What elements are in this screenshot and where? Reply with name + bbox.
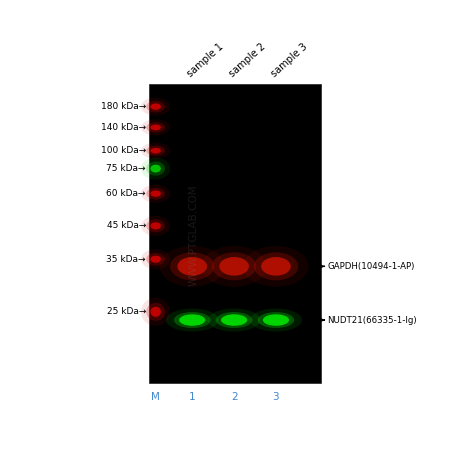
Text: 2: 2 — [231, 392, 238, 402]
Ellipse shape — [202, 246, 267, 287]
Ellipse shape — [160, 246, 225, 287]
Ellipse shape — [150, 256, 161, 263]
Ellipse shape — [146, 161, 165, 176]
Ellipse shape — [146, 188, 165, 199]
Ellipse shape — [141, 298, 170, 326]
Text: 100 kDa→: 100 kDa→ — [101, 146, 146, 155]
Text: NUDT21(66335-1-Ig): NUDT21(66335-1-Ig) — [327, 316, 417, 325]
Ellipse shape — [146, 101, 165, 113]
Text: 35 kDa→: 35 kDa→ — [106, 255, 146, 264]
Ellipse shape — [141, 143, 170, 159]
FancyBboxPatch shape — [148, 85, 321, 384]
Text: M: M — [151, 392, 160, 402]
Text: 45 kDa→: 45 kDa→ — [107, 221, 146, 230]
Text: 75 kDa→: 75 kDa→ — [106, 164, 146, 173]
Text: 1: 1 — [189, 392, 196, 402]
Ellipse shape — [150, 148, 161, 153]
Text: 140 kDa→: 140 kDa→ — [101, 123, 146, 132]
Ellipse shape — [177, 257, 207, 276]
Ellipse shape — [216, 312, 252, 328]
Text: sample 1: sample 1 — [185, 41, 225, 79]
Ellipse shape — [141, 158, 170, 179]
Ellipse shape — [179, 314, 205, 326]
Text: 180 kDa→: 180 kDa→ — [101, 102, 146, 111]
Ellipse shape — [150, 125, 161, 130]
Ellipse shape — [150, 191, 161, 197]
Ellipse shape — [250, 309, 302, 332]
Ellipse shape — [141, 185, 170, 203]
Ellipse shape — [261, 257, 291, 276]
Ellipse shape — [208, 309, 260, 332]
Ellipse shape — [146, 253, 165, 266]
Ellipse shape — [150, 307, 161, 317]
Text: sample 2: sample 2 — [227, 41, 268, 79]
Ellipse shape — [219, 257, 249, 276]
Ellipse shape — [174, 312, 211, 328]
Text: sample 3: sample 3 — [269, 41, 309, 79]
Ellipse shape — [146, 303, 165, 321]
Ellipse shape — [141, 249, 170, 269]
Ellipse shape — [150, 222, 161, 229]
Text: 25 kDa→: 25 kDa→ — [107, 307, 146, 316]
Ellipse shape — [150, 165, 161, 173]
Text: WWW.PTGLAB.COM: WWW.PTGLAB.COM — [189, 184, 199, 286]
Text: GAPDH(10494-1-AP): GAPDH(10494-1-AP) — [327, 262, 414, 271]
Ellipse shape — [212, 252, 256, 280]
Ellipse shape — [263, 314, 289, 326]
Text: 3: 3 — [273, 392, 279, 402]
Ellipse shape — [141, 216, 170, 236]
Ellipse shape — [166, 309, 218, 332]
Ellipse shape — [141, 98, 170, 116]
Ellipse shape — [146, 122, 165, 133]
Ellipse shape — [146, 219, 165, 232]
Ellipse shape — [221, 314, 247, 326]
Ellipse shape — [146, 146, 165, 156]
Ellipse shape — [150, 103, 161, 110]
Ellipse shape — [141, 120, 170, 135]
Ellipse shape — [258, 312, 294, 328]
Ellipse shape — [170, 252, 215, 280]
Ellipse shape — [243, 246, 309, 287]
Text: 60 kDa→: 60 kDa→ — [106, 189, 146, 198]
Ellipse shape — [254, 252, 298, 280]
